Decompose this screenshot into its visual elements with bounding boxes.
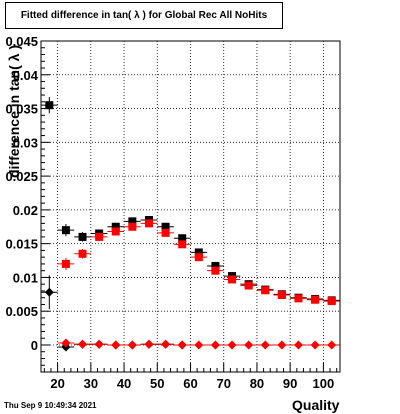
data-point-square xyxy=(277,290,286,299)
data-point-square xyxy=(327,297,336,306)
x-tick-label: 70 xyxy=(216,376,230,391)
y-tick-label: 0.02 xyxy=(13,203,38,218)
y-tick-label: 0.035 xyxy=(5,102,38,117)
data-point-diamond xyxy=(127,340,137,350)
x-tick-label: 20 xyxy=(50,376,64,391)
y-tick-label: 0.015 xyxy=(5,237,38,252)
data-point-square xyxy=(261,286,270,295)
data-point-square xyxy=(61,259,70,268)
footer-timestamp: Thu Sep 9 10:49:34 2021 xyxy=(4,401,97,410)
y-axis-label: difference in tan( λ ) xyxy=(6,45,22,178)
tick-labels: 20 30 40 50 60 70 80 90 100 0 0.005 0.01 0.015 0.02 0.… xyxy=(5,34,334,391)
x-tick-label: 90 xyxy=(283,376,297,391)
data-point-diamond xyxy=(293,340,303,350)
y-tick-label: 0.04 xyxy=(13,68,39,83)
x-tick-label: 30 xyxy=(84,376,98,391)
data-point-square xyxy=(294,294,303,303)
axis-ticks xyxy=(41,40,338,373)
data-point-square xyxy=(178,240,187,249)
data-point-square xyxy=(45,101,54,110)
data-point-diamond xyxy=(227,340,237,350)
data-point-square xyxy=(161,228,170,237)
x-tick-label: 50 xyxy=(150,376,164,391)
data-point-square xyxy=(111,227,120,236)
data-series xyxy=(41,97,340,352)
data-point-diamond xyxy=(327,340,337,350)
y-tick-label: 0 xyxy=(31,338,38,353)
y-tick-label: 0.01 xyxy=(13,270,38,285)
data-point-square xyxy=(111,222,120,231)
data-point-square xyxy=(244,281,253,290)
data-point-square xyxy=(194,248,203,257)
data-point-square xyxy=(78,249,87,258)
x-tick-label: 40 xyxy=(117,376,131,391)
x-tick-label: 100 xyxy=(313,376,335,391)
grid-lines xyxy=(41,40,340,372)
data-point-square xyxy=(61,226,70,235)
data-point-diamond xyxy=(61,338,71,348)
y-tick-label: 0.005 xyxy=(5,304,38,319)
data-point-diamond xyxy=(78,339,88,349)
data-point-diamond xyxy=(94,339,104,349)
data-point-square xyxy=(194,253,203,262)
x-axis-label: Quality xyxy=(292,397,340,413)
data-point-diamond xyxy=(111,340,121,350)
data-point-diamond xyxy=(260,340,270,350)
y-tick-label: 0.025 xyxy=(5,169,38,184)
x-tick-label: 60 xyxy=(183,376,197,391)
data-point-diamond xyxy=(161,339,171,349)
data-point-square xyxy=(178,234,187,243)
data-point-diamond xyxy=(194,340,204,350)
data-point-square xyxy=(78,232,87,241)
y-tick-label: 0.045 xyxy=(5,34,38,49)
data-point-diamond xyxy=(144,339,154,349)
data-point-square xyxy=(161,222,170,231)
data-point-diamond xyxy=(310,340,320,350)
x-tick-label: 80 xyxy=(250,376,264,391)
data-point-diamond xyxy=(277,340,287,350)
chart-title: Fitted difference in tan( λ ) for Global… xyxy=(5,2,283,29)
data-point-square xyxy=(211,266,220,275)
y-tick-label: 0.03 xyxy=(13,135,38,150)
data-point-diamond xyxy=(177,340,187,350)
plot-frame xyxy=(40,40,341,373)
data-point-square xyxy=(128,222,137,231)
data-point-square xyxy=(144,219,153,228)
data-point-square xyxy=(211,261,220,270)
data-point-square xyxy=(128,217,137,226)
data-point-square xyxy=(228,275,237,284)
data-point-square xyxy=(311,295,320,304)
data-point-diamond xyxy=(44,287,54,297)
data-point-diamond xyxy=(244,340,254,350)
data-point-square xyxy=(95,232,104,241)
data-point-diamond xyxy=(210,340,220,350)
